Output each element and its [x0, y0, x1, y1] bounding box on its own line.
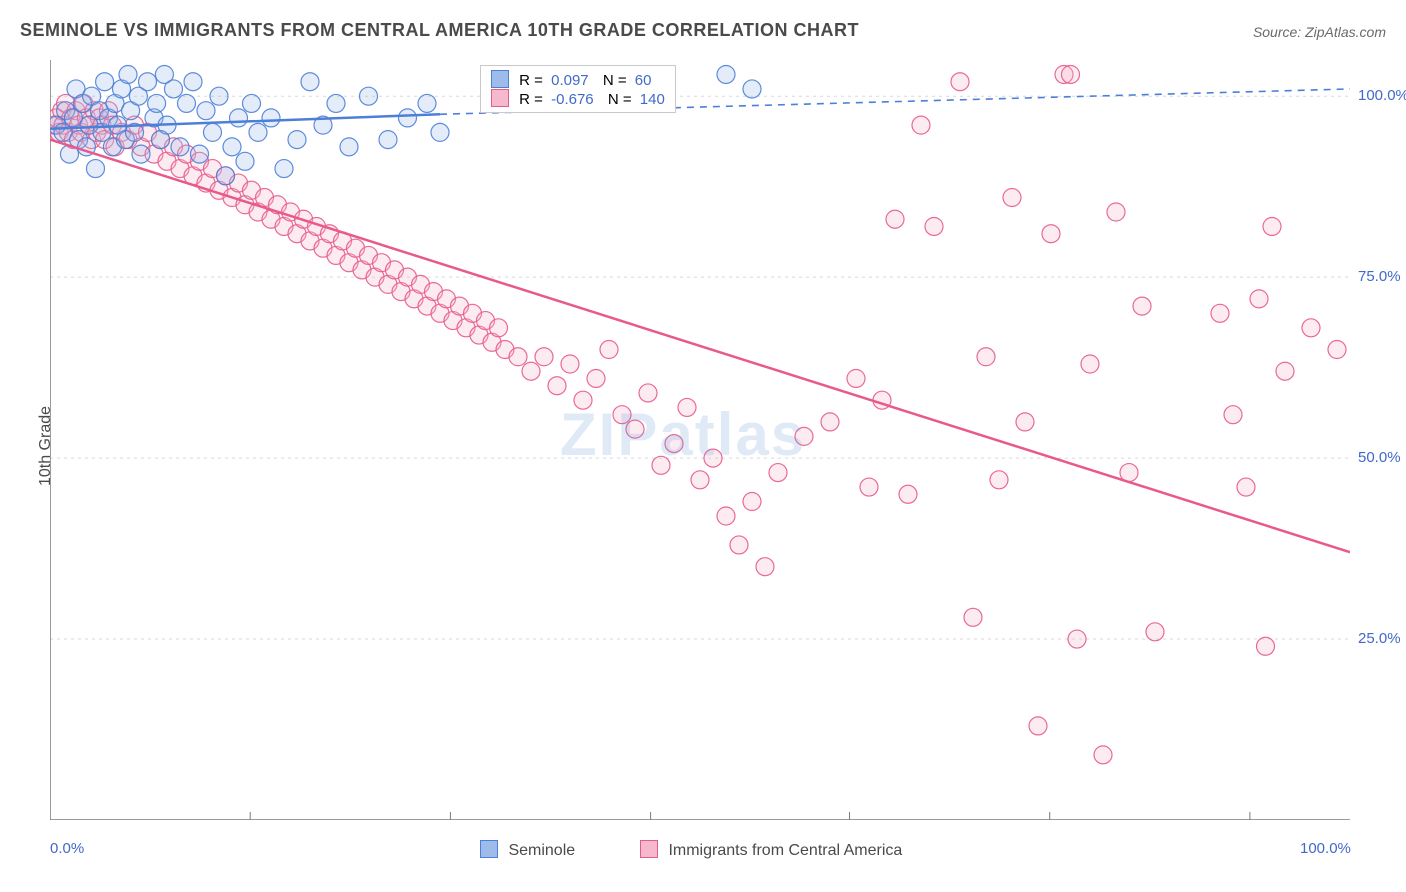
x-tick-label: 0.0%	[50, 840, 84, 857]
chart-title: SEMINOLE VS IMMIGRANTS FROM CENTRAL AMER…	[20, 20, 859, 41]
y-tick-label: 25.0%	[1358, 630, 1401, 647]
seminole-r-value: 0.097	[547, 72, 599, 89]
legend-entry-seminole: Seminole	[480, 840, 575, 860]
r-label: R =	[519, 91, 543, 108]
legend-entry-immigrants: Immigrants from Central America	[640, 840, 902, 860]
r-label: R =	[519, 72, 543, 89]
y-tick-label: 75.0%	[1358, 268, 1401, 285]
scatter-plot	[50, 60, 1350, 820]
n-label: N =	[603, 72, 627, 89]
x-tick-label: 100.0%	[1300, 840, 1351, 857]
legend-swatch-seminole	[491, 70, 509, 88]
immigrants-n-value: 140	[636, 91, 665, 108]
y-tick-label: 100.0%	[1358, 87, 1406, 104]
immigrants-label: Immigrants from Central America	[668, 842, 902, 859]
immigrants-r-value: -0.676	[547, 91, 604, 108]
source-label: Source: ZipAtlas.com	[1253, 24, 1386, 40]
seminole-label: Seminole	[508, 842, 575, 859]
legend-swatch-immigrants	[640, 840, 658, 858]
y-tick-label: 50.0%	[1358, 449, 1401, 466]
seminole-n-value: 60	[631, 72, 652, 89]
legend-swatch-seminole	[480, 840, 498, 858]
legend-swatch-immigrants	[491, 89, 509, 107]
legend-stats-box: R = 0.097 N = 60 R = -0.676 N = 140	[480, 65, 676, 113]
n-label: N =	[608, 91, 632, 108]
